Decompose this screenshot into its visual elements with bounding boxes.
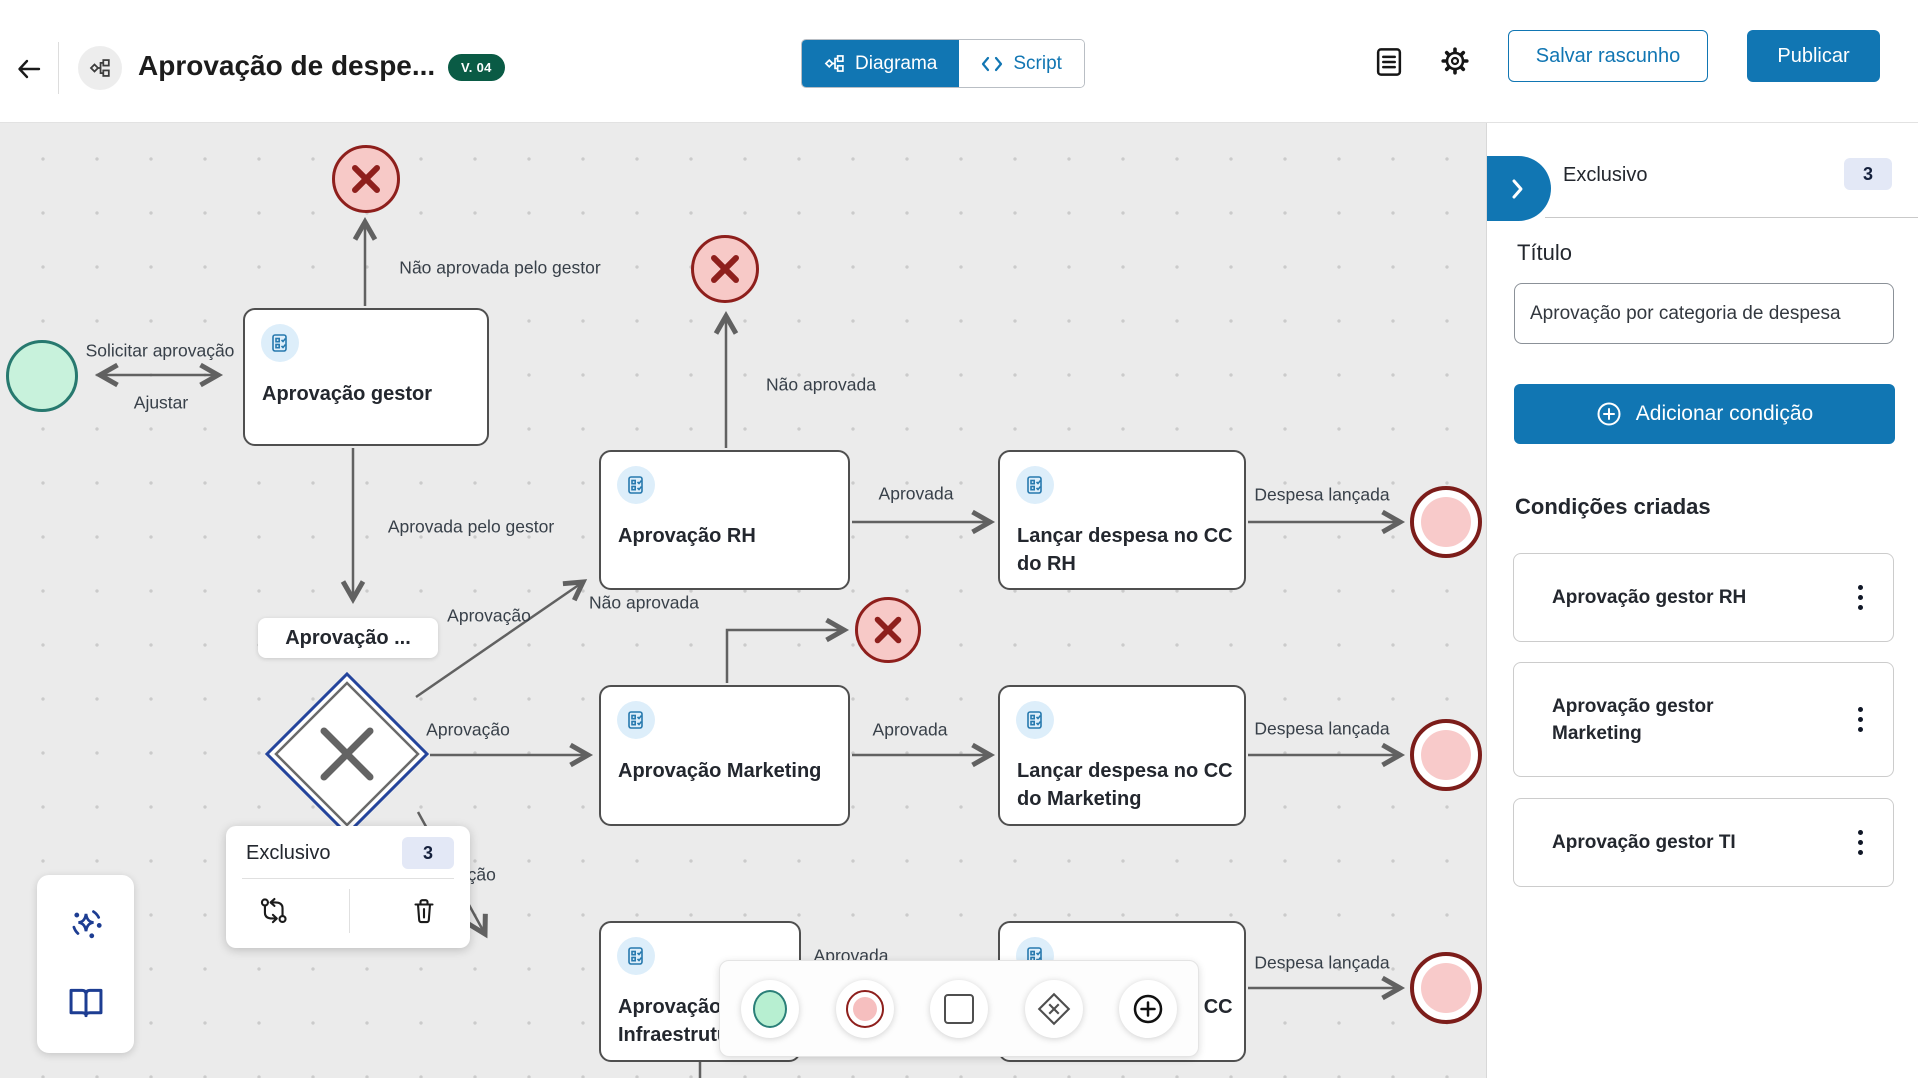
form-task-icon — [617, 937, 655, 975]
edge-label: Não aprovada pelo gestor — [399, 257, 601, 278]
edge-label: Não aprovada — [766, 374, 876, 395]
route-icon — [258, 895, 290, 927]
edge-label: Despesa lançada — [1254, 718, 1390, 739]
plus-circle-icon — [1596, 401, 1622, 427]
gateway-icon — [1035, 990, 1073, 1028]
condition-card[interactable]: Aprovação gestor TI — [1513, 798, 1894, 887]
palette-task-button[interactable] — [930, 979, 988, 1038]
save-draft-button[interactable]: Salvar rascunho — [1508, 30, 1708, 82]
shape-palette — [719, 960, 1199, 1057]
edge-label: Não aprovada — [589, 592, 699, 613]
edge-label: Aprovada — [872, 719, 948, 740]
end-event-1[interactable] — [1410, 486, 1482, 558]
ai-assistant-button[interactable] — [57, 902, 115, 950]
tab-diagrama[interactable]: Diagrama — [802, 40, 960, 87]
edge-label: Ajustar — [133, 392, 189, 413]
gateway-context-menu: Exclusivo 3 — [226, 826, 470, 948]
title-input[interactable] — [1514, 283, 1894, 344]
documentation-button[interactable] — [57, 980, 115, 1026]
header-divider — [58, 42, 59, 94]
panel-title: Exclusivo — [1563, 164, 1648, 186]
tab-script[interactable]: Script — [959, 40, 1084, 87]
form-task-icon — [1016, 701, 1054, 739]
gateway-label-box[interactable]: Aprovação ... — [258, 618, 438, 658]
collapse-panel-button[interactable] — [1487, 156, 1551, 221]
end-error-event-1[interactable] — [332, 145, 400, 213]
helper-panel — [37, 875, 134, 1053]
app-header: Aprovação de despe... V. 04 Diagrama Scr… — [0, 0, 1918, 123]
task-aprovacao-rh[interactable]: Aprovação RH — [599, 450, 850, 590]
task-icon — [944, 993, 974, 1024]
form-task-icon — [1016, 466, 1054, 504]
form-task-icon — [261, 324, 299, 362]
x-icon — [705, 249, 745, 289]
delete-node-button[interactable] — [405, 891, 443, 931]
condition-card[interactable]: Aprovação gestor Marketing — [1513, 662, 1894, 777]
properties-sidebar: Exclusivo 3 Título Adicionar condição Co… — [1486, 122, 1918, 1078]
edge-label: Despesa lançada — [1254, 952, 1390, 973]
code-icon — [981, 54, 1003, 74]
end-error-event-3[interactable] — [855, 597, 921, 663]
kebab-menu-icon[interactable] — [1852, 701, 1869, 738]
notes-button[interactable] — [1374, 46, 1404, 78]
context-menu-title: Exclusivo — [246, 841, 331, 864]
x-icon — [346, 159, 386, 199]
edge-label: Aprovada pelo gestor — [387, 516, 555, 537]
menu-divider — [242, 878, 454, 879]
page-title: Aprovação de despe... — [138, 50, 436, 81]
workflow-type-icon — [78, 46, 122, 90]
form-task-icon — [617, 701, 655, 739]
end-error-event-2[interactable] — [691, 235, 759, 303]
x-icon — [869, 611, 907, 649]
add-condition-button[interactable]: Adicionar condição — [1514, 384, 1895, 444]
edge-label: Aprovação — [447, 605, 531, 626]
chevron-right-icon — [1507, 177, 1527, 201]
condition-count-badge: 3 — [402, 837, 454, 869]
book-icon — [63, 981, 109, 1025]
arrow-left-icon — [14, 54, 44, 84]
exclusive-gateway[interactable] — [264, 671, 430, 837]
edge-label: Aprovada — [878, 483, 954, 504]
palette-end-event-button[interactable] — [835, 979, 894, 1038]
view-toggle: Diagrama Script — [801, 39, 1085, 88]
condition-card[interactable]: Aprovação gestor RH — [1513, 553, 1894, 642]
start-event[interactable] — [6, 340, 78, 412]
reroute-connections-button[interactable] — [254, 891, 294, 931]
version-badge: V. 04 — [448, 54, 505, 81]
created-conditions-heading: Condições criadas — [1515, 494, 1711, 519]
publish-button[interactable]: Publicar — [1747, 30, 1880, 82]
end-event-icon — [845, 989, 884, 1028]
gear-icon — [1438, 44, 1472, 78]
start-event-icon — [753, 989, 787, 1028]
condition-count-badge: 3 — [1844, 158, 1892, 190]
palette-start-event-button[interactable] — [741, 979, 799, 1038]
menu-vertical-divider — [348, 889, 350, 933]
settings-button[interactable] — [1438, 44, 1472, 78]
sparkles-icon — [63, 903, 109, 949]
end-event-3[interactable] — [1410, 952, 1482, 1024]
form-task-icon — [617, 466, 655, 504]
flowchart-icon — [824, 53, 845, 74]
plus-circle-icon — [1131, 992, 1165, 1026]
panel-divider — [1545, 217, 1918, 218]
document-icon — [1374, 46, 1404, 78]
diagram-edges — [94, 216, 1406, 1078]
palette-gateway-button[interactable] — [1024, 979, 1083, 1038]
task-lancar-despesa-marketing[interactable]: Lançar despesa no CC do Marketing — [998, 685, 1246, 826]
kebab-menu-icon[interactable] — [1852, 824, 1869, 861]
end-event-2[interactable] — [1410, 719, 1482, 791]
kebab-menu-icon[interactable] — [1852, 579, 1869, 616]
task-aprovacao-marketing[interactable]: Aprovação Marketing — [599, 685, 850, 826]
task-lancar-despesa-rh[interactable]: Lançar despesa no CC do RH — [998, 450, 1246, 590]
task-aprovacao-gestor[interactable]: Aprovação gestor — [243, 308, 489, 446]
diagram-canvas[interactable]: Aprovação gestor Aprovação RH Lançar des… — [0, 122, 1487, 1078]
title-field-label: Título — [1517, 240, 1573, 265]
trash-icon — [409, 895, 439, 927]
edge-label: Aprovação — [426, 719, 510, 740]
edge-label: Solicitar aprovação — [85, 340, 235, 361]
edge-label: Despesa lançada — [1254, 484, 1390, 505]
palette-add-button[interactable] — [1119, 979, 1177, 1038]
back-button[interactable] — [14, 54, 44, 84]
